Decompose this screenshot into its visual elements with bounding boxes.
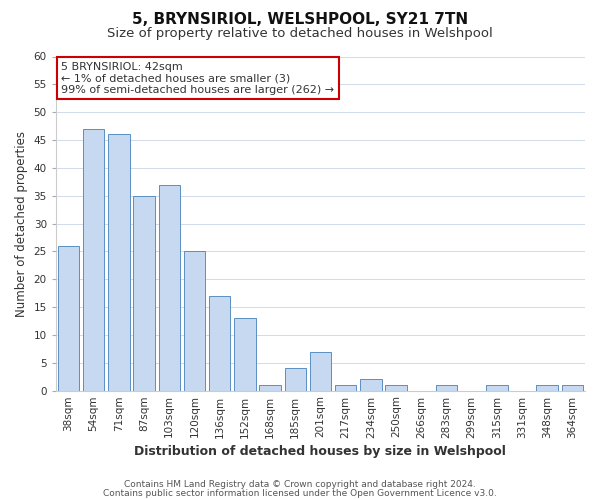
Bar [335, 385, 356, 390]
Bar [284, 368, 306, 390]
Text: Contains HM Land Registry data © Crown copyright and database right 2024.: Contains HM Land Registry data © Crown c… [124, 480, 476, 489]
Bar [562, 385, 583, 390]
Bar [184, 252, 205, 390]
Bar [83, 129, 104, 390]
Bar [58, 246, 79, 390]
Bar [259, 385, 281, 390]
Bar [209, 296, 230, 390]
X-axis label: Distribution of detached houses by size in Welshpool: Distribution of detached houses by size … [134, 444, 506, 458]
Y-axis label: Number of detached properties: Number of detached properties [15, 130, 28, 316]
Bar [536, 385, 558, 390]
Text: Size of property relative to detached houses in Welshpool: Size of property relative to detached ho… [107, 28, 493, 40]
Text: 5, BRYNSIRIOL, WELSHPOOL, SY21 7TN: 5, BRYNSIRIOL, WELSHPOOL, SY21 7TN [132, 12, 468, 28]
Text: 5 BRYNSIRIOL: 42sqm
← 1% of detached houses are smaller (3)
99% of semi-detached: 5 BRYNSIRIOL: 42sqm ← 1% of detached hou… [61, 62, 334, 94]
Bar [133, 196, 155, 390]
Bar [310, 352, 331, 391]
Bar [436, 385, 457, 390]
Bar [234, 318, 256, 390]
Bar [108, 134, 130, 390]
Bar [486, 385, 508, 390]
Bar [360, 380, 382, 390]
Text: Contains public sector information licensed under the Open Government Licence v3: Contains public sector information licen… [103, 488, 497, 498]
Bar [385, 385, 407, 390]
Bar [158, 184, 180, 390]
